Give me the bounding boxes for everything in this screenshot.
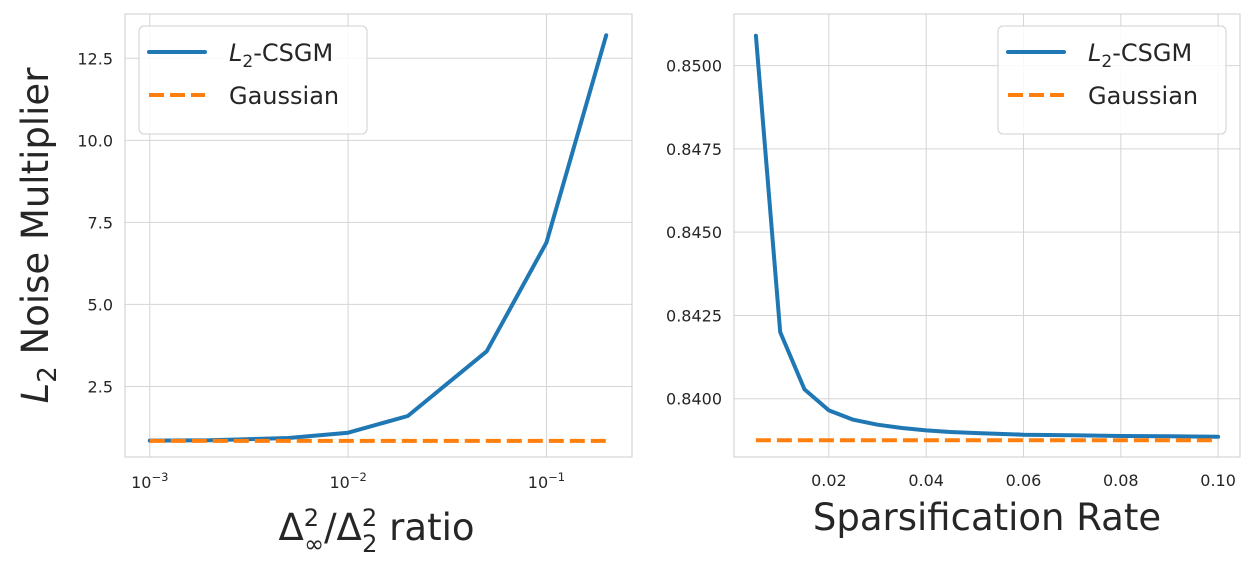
legend-label: Gaussian <box>1088 82 1198 110</box>
x-label-sup: 2 <box>362 504 377 532</box>
csgm-series-line <box>753 33 1221 439</box>
x-tick-exponent: −2 <box>350 470 367 484</box>
x-tick-base: 10 <box>528 473 548 492</box>
chart-panel-1: 2.55.07.510.012.510−3 10−2 10−1L2-CSGMGaus… <box>14 13 633 558</box>
legend-label: Gaussian <box>229 82 339 110</box>
legend: L2-CSGM Gaussian <box>138 25 368 135</box>
x-tick-label: 10−1 <box>528 470 565 492</box>
x-tick-exponent: −3 <box>151 470 168 484</box>
legend: L2-CSGM Gaussian <box>997 25 1227 135</box>
y-tick-label: 2.5 <box>88 377 113 396</box>
y-tick-label: 0.8500 <box>666 57 722 76</box>
x-tick-exponent: −1 <box>548 470 565 484</box>
axes-frame <box>733 13 1241 458</box>
x-tick-label: 10−2 <box>329 470 366 492</box>
x-tick-label: 0.10 <box>1200 471 1236 490</box>
x-label-slash: / <box>324 506 337 549</box>
x-label-sub: ∞ <box>304 530 324 558</box>
y-tick-label: 10.0 <box>77 131 113 150</box>
y-label-sub: 2 <box>33 366 63 383</box>
y-tick-label: 0.8475 <box>666 140 722 159</box>
x-label-sub: 2 <box>362 530 377 558</box>
y-label-main: L <box>14 383 57 404</box>
x-tick-label: 10−3 <box>131 470 168 492</box>
x-label-suffix: ratio <box>377 506 474 549</box>
y-tick-label: 0.8425 <box>666 306 722 325</box>
legend-label: L2-CSGM <box>229 39 333 72</box>
x-tick-label: 0.06 <box>1006 471 1042 490</box>
x-label-delta: Δ <box>337 506 362 549</box>
legend-label-rest: -CSGM <box>1112 39 1192 67</box>
y-tick-label: 12.5 <box>77 49 113 68</box>
y-axis-label: L2 Noise Multiplier <box>14 67 63 404</box>
legend-label-sub: 2 <box>1101 52 1112 72</box>
legend-label-sub: 2 <box>242 52 253 72</box>
x-axis-label: Δ2 ∞/Δ2 2 ratio <box>278 504 474 558</box>
x-tick-label: 0.08 <box>1103 471 1139 490</box>
x-tick-label: 0.04 <box>908 471 944 490</box>
x-axis-label: Sparsification Rate <box>813 496 1161 539</box>
x-tick-base: 10 <box>329 473 349 492</box>
y-label-rest: Noise Multiplier <box>14 67 57 366</box>
y-tick-label: 0.8450 <box>666 223 722 242</box>
x-tick-label: 0.02 <box>811 471 847 490</box>
legend-label-rest: -CSGM <box>253 39 333 67</box>
legend-label: L2-CSGM <box>1088 39 1192 72</box>
x-label-delta: Δ <box>278 506 303 549</box>
y-tick-label: 7.5 <box>88 213 113 232</box>
legend-label-main: L <box>229 39 242 67</box>
chart-panel-2: 0.8400 0.8425 0.8450 0.8475 0.8500 0.02 0.04 0.… <box>666 13 1241 539</box>
x-label-sup: 2 <box>304 504 319 532</box>
legend-label-main: L <box>1088 39 1101 67</box>
axes-frame <box>124 13 633 458</box>
y-tick-label: 5.0 <box>88 295 113 314</box>
y-tick-label: 0.8400 <box>666 390 722 409</box>
x-tick-base: 10 <box>131 473 151 492</box>
